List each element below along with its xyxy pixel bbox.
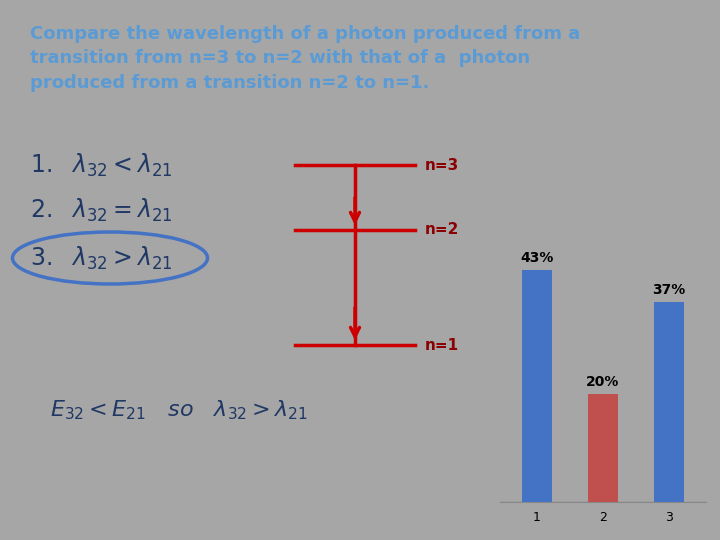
Text: 20%: 20% bbox=[586, 375, 620, 389]
Text: Compare the wavelength of a photon produced from a
transition from n=3 to n=2 wi: Compare the wavelength of a photon produ… bbox=[30, 25, 580, 92]
Text: $3.\ \ \lambda_{32} > \lambda_{21}$: $3.\ \ \lambda_{32} > \lambda_{21}$ bbox=[30, 245, 173, 272]
Bar bbox=[654, 302, 684, 502]
Bar bbox=[500, 502, 706, 513]
Text: 37%: 37% bbox=[652, 283, 686, 297]
Text: $1.\ \ \lambda_{32} < \lambda_{21}$: $1.\ \ \lambda_{32} < \lambda_{21}$ bbox=[30, 151, 173, 179]
Text: $2.\ \ \lambda_{32} = \lambda_{21}$: $2.\ \ \lambda_{32} = \lambda_{21}$ bbox=[30, 197, 173, 224]
Text: n=1: n=1 bbox=[425, 338, 459, 353]
Bar bbox=[588, 394, 618, 502]
Bar bbox=[522, 270, 552, 502]
Text: n=2: n=2 bbox=[425, 222, 459, 238]
Text: 43%: 43% bbox=[520, 251, 554, 265]
Text: n=3: n=3 bbox=[425, 158, 459, 172]
Text: $E_{32} < E_{21}$   so   $\lambda_{32} > \lambda_{21}$: $E_{32} < E_{21}$ so $\lambda_{32} > \la… bbox=[50, 398, 308, 422]
